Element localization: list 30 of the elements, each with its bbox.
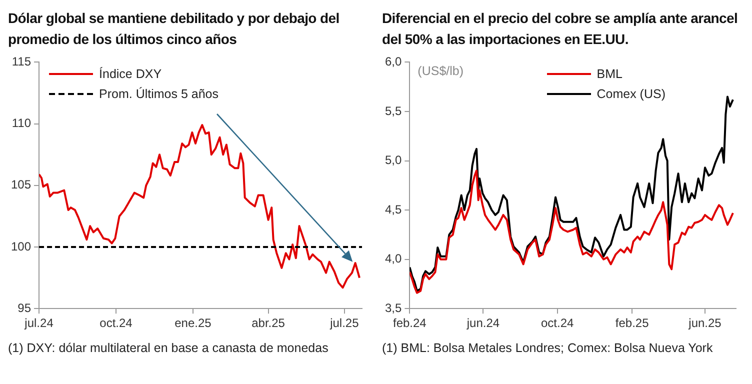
y-tick-label: 115: [12, 54, 32, 69]
chart-title: Dólar global se mantiene debilitado y por debajo del promedio de los últimos cinco años: [8, 9, 340, 49]
legend-label: Prom. Últimos 5 años: [99, 87, 218, 102]
x-tick-label: oct.24: [100, 316, 133, 330]
text: (1) DXY: dólar multilateral en base a canasta de monedas: [8, 340, 330, 356]
y-tick-label: 5,5: [384, 104, 402, 118]
y-tick-label: 95: [18, 300, 32, 315]
x-tick-label: feb.25: [615, 316, 650, 330]
text: (1) BML: Bolsa Metales Londres; Comex: Bolsa Nueva York: [382, 340, 714, 356]
x-tick-label: jul.25: [329, 316, 360, 330]
x-tick-label: ene.25: [174, 316, 212, 330]
chart-title: Diferencial en el precio del cobre se amplía ante arancel del 50% a las importaciones en EE.UU.: [382, 9, 739, 49]
y-tick-label: 5,0: [384, 153, 402, 168]
x-tick-label: jul.24: [24, 316, 54, 330]
y-tick-label: 100: [10, 239, 32, 254]
y-tick-label: 4,0: [384, 252, 402, 266]
x-tick-label: oct.24: [540, 316, 574, 330]
x-tick-label: jun.25: [688, 316, 722, 330]
x-tick-label: jun.24: [466, 316, 500, 330]
y-tick-label: 3,5: [384, 300, 402, 315]
y-tick-label: 4,5: [384, 202, 402, 216]
y-tick-label: 6,0: [384, 54, 402, 69]
y-tick-label: 110: [12, 116, 32, 130]
x-tick-label: feb.24: [392, 316, 427, 330]
y-axis-title: (US$/lb): [418, 64, 464, 78]
x-tick-label: abr.25: [252, 316, 286, 330]
y-tick-label: 105: [10, 178, 32, 192]
legend-label: BML: [596, 67, 622, 82]
legend-label: Índice DXY: [99, 67, 162, 82]
legend-label: Comex (US): [596, 87, 666, 102]
